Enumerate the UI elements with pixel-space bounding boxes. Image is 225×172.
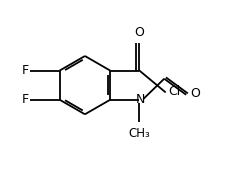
Text: Cl: Cl <box>167 85 179 98</box>
Text: CH₃: CH₃ <box>128 127 150 140</box>
Text: N: N <box>135 93 144 106</box>
Text: O: O <box>189 87 199 100</box>
Text: O: O <box>134 26 144 39</box>
Text: F: F <box>21 93 29 106</box>
Text: F: F <box>21 64 29 77</box>
